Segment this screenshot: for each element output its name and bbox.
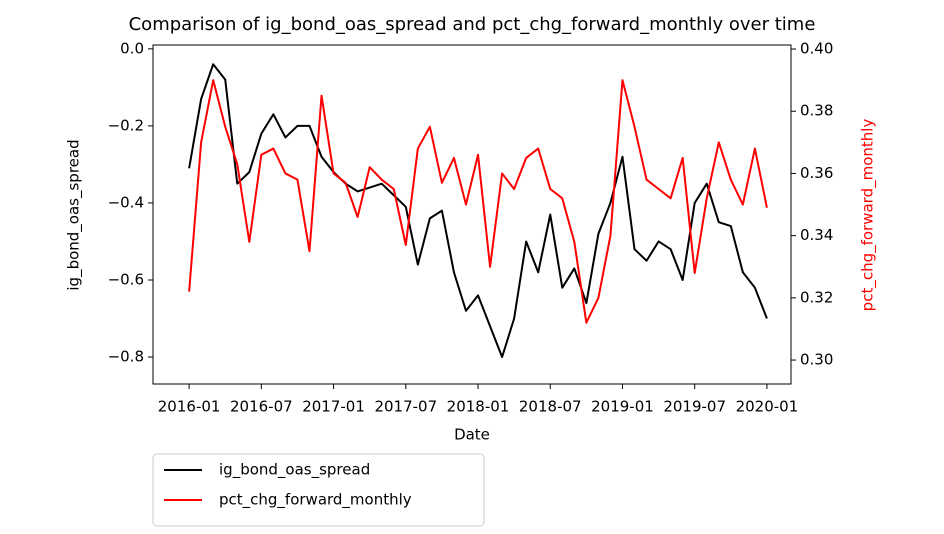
y2-tick-label: 0.34 — [800, 226, 833, 244]
x-tick-label: 2018-07 — [519, 398, 582, 416]
y2-tick-label: 0.30 — [800, 351, 833, 369]
y-tick-label: −0.2 — [108, 116, 144, 134]
y-tick-label: −0.8 — [108, 348, 144, 366]
x-axis-label: Date — [454, 426, 490, 444]
series-line — [188, 63, 768, 359]
x-tick-label: 2016-07 — [230, 398, 293, 416]
y2-tick-label: 0.38 — [800, 102, 833, 120]
y2-tick-label: 0.36 — [800, 164, 833, 182]
legend: ig_bond_oas_spread pct_chg_forward_monthl… — [152, 453, 485, 527]
legend-label: ig_bond_oas_spread — [219, 461, 370, 480]
y-axis-label: ig_bond_oas_spread — [65, 139, 84, 290]
plot-frame — [152, 44, 792, 385]
x-tick-label: 2019-07 — [663, 398, 726, 416]
y2-axis-label: pct_chg_forward_monthly — [859, 119, 878, 312]
y-tick-label: −0.4 — [108, 193, 144, 211]
y-tick-label: 0.0 — [120, 39, 144, 57]
legend-box — [152, 453, 485, 527]
x-tick-label: 2019-01 — [591, 398, 654, 416]
series-line — [188, 79, 768, 324]
y-tick-label: −0.6 — [108, 270, 144, 288]
x-tick-label: 2018-01 — [447, 398, 510, 416]
x-tick-label: 2017-07 — [374, 398, 437, 416]
x-tick-label: 2017-01 — [302, 398, 365, 416]
y2-tick-label: 0.32 — [800, 288, 833, 306]
y2-tick-label: 0.40 — [800, 40, 833, 58]
chart-title: Comparison of ig_bond_oas_spread and pct… — [129, 14, 816, 35]
x-tick-label: 2016-01 — [158, 398, 221, 416]
legend-label: pct_chg_forward_monthly — [219, 491, 412, 510]
x-tick-label: 2020-01 — [736, 398, 799, 416]
